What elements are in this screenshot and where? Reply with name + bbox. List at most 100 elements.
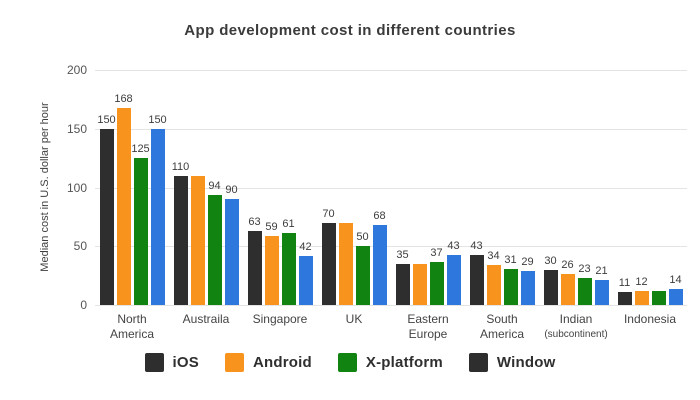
gridline <box>95 246 687 248</box>
value-label: 26 <box>561 259 574 272</box>
value-label: 29 <box>521 255 534 268</box>
bar-ios-south-america: 43 <box>469 240 484 305</box>
x-axis-label-north-america: North America <box>109 312 155 341</box>
bar-window-austraila: 90 <box>224 184 239 305</box>
legend-swatch-window <box>468 353 488 372</box>
bar-x-platform-austraila: 94 <box>207 180 222 305</box>
value-label: 50 <box>356 231 369 244</box>
gridline <box>95 305 687 306</box>
legend-item-ios: iOS <box>144 353 199 372</box>
value-label: 43 <box>447 239 460 252</box>
bar-group-south-america: 43 34 31 29 South America <box>465 70 539 341</box>
legend-label-android: Android <box>253 354 312 371</box>
legend-swatch-android <box>225 353 244 372</box>
value-label: 150 <box>148 113 167 126</box>
bar-x-platform-singapore: 61 <box>281 218 296 305</box>
value-label: 14 <box>669 273 682 286</box>
bar-window-north-america: 150 <box>148 114 167 305</box>
value-label: 68 <box>373 210 386 223</box>
x-axis-label-indian-subcontinent: Indian (subcontinent) <box>544 312 608 340</box>
value-label: 168 <box>114 92 133 105</box>
y-tick-label: 50 <box>73 239 87 254</box>
value-label: 150 <box>97 113 116 126</box>
legend-swatch-x-platform <box>337 353 357 372</box>
chart-title: App development cost in different countr… <box>184 22 516 39</box>
bar-ios-north-america: 150 <box>97 114 116 305</box>
bar-ios-uk: 70 <box>321 208 336 305</box>
bar-group-indonesia: 11 12 14 Indonesia <box>613 70 687 326</box>
value-label: 42 <box>299 240 312 253</box>
bar-x-platform-uk: 50 <box>355 231 370 305</box>
bar-group-singapore: 63 59 61 42 Singapore <box>243 70 317 326</box>
bar-group-indian-subcontinent: 30 26 23 21 Indian (subcontinent) <box>539 70 613 340</box>
bar-android-uk <box>338 222 353 305</box>
bar-android-indian-subcontinent: 26 <box>560 259 575 305</box>
x-axis-label-eastern-europe: Eastern Europe <box>407 312 449 341</box>
gridline <box>95 70 687 71</box>
bar-window-uk: 68 <box>372 210 387 305</box>
value-label: 110 <box>171 160 190 173</box>
bar-window-eastern-europe: 43 <box>446 240 461 305</box>
bar-x-platform-eastern-europe: 37 <box>429 247 444 305</box>
legend-label-window: Window <box>496 354 556 371</box>
bar-x-platform-indian-subcontinent: 23 <box>577 263 592 305</box>
bar-group-north-america: 150 168 125 150 North America <box>95 70 169 341</box>
gridline <box>95 128 687 130</box>
value-label: 23 <box>578 263 591 275</box>
bar-window-indonesia: 14 <box>668 274 683 305</box>
x-axis-label-uk: UK <box>345 312 363 326</box>
value-label: 11 <box>618 277 631 290</box>
y-axis: 0 50 100 150 200 <box>0 63 87 312</box>
x-axis-label-singapore: Singapore <box>252 312 308 326</box>
bar-x-platform-indonesia <box>651 290 666 305</box>
x-axis-label-south-america: South America <box>479 312 525 341</box>
value-label: 12 <box>635 275 648 288</box>
bar-window-singapore: 42 <box>298 241 313 305</box>
value-label: 70 <box>322 207 335 220</box>
legend-item-window: Window <box>468 353 556 372</box>
bar-android-indonesia: 12 <box>634 276 649 305</box>
bar-x-platform-south-america: 31 <box>503 254 518 305</box>
value-label: 63 <box>248 216 261 228</box>
y-tick-label: 200 <box>66 63 87 77</box>
bar-group-austraila: 110 94 90 Austraila <box>169 70 243 326</box>
bar-ios-singapore: 63 <box>247 216 262 305</box>
value-label: 21 <box>595 265 608 278</box>
value-label: 37 <box>430 246 443 259</box>
bar-ios-eastern-europe: 35 <box>395 249 410 305</box>
bar-android-singapore: 59 <box>264 221 279 305</box>
y-tick-label: 100 <box>66 180 87 195</box>
bar-ios-indian-subcontinent: 30 <box>543 255 558 305</box>
legend-swatch-ios <box>144 353 164 372</box>
value-label: 59 <box>265 220 278 233</box>
legend-item-x-platform: X-platform <box>337 353 443 372</box>
plot-area: 150 168 125 150 North America 110 94 90 Austraila… <box>95 70 687 341</box>
legend-label-ios: iOS <box>172 354 199 371</box>
y-tick-label: 0 <box>80 298 87 312</box>
value-label: 125 <box>131 143 150 156</box>
value-label: 35 <box>396 248 409 261</box>
legend-label-x-platform: X-platform <box>365 354 443 371</box>
bar-android-eastern-europe <box>412 263 427 305</box>
bar-group-uk: 70 50 68 UK <box>317 70 391 326</box>
x-axis-label-indonesia: Indonesia <box>623 312 677 326</box>
value-label: 94 <box>208 179 221 192</box>
bar-x-platform-north-america: 125 <box>131 143 150 305</box>
bar-window-indian-subcontinent: 21 <box>594 265 609 305</box>
bar-android-austraila <box>190 175 205 305</box>
value-label: 43 <box>470 239 483 252</box>
bar-android-north-america: 168 <box>114 93 133 305</box>
y-tick-label: 150 <box>66 121 87 136</box>
bar-android-south-america: 34 <box>486 250 501 305</box>
bar-group-eastern-europe: 35 37 43 Eastern Europe <box>391 70 465 341</box>
legend: iOS Android X-platform Window <box>0 353 700 372</box>
bar-ios-austraila: 110 <box>172 161 189 305</box>
bar-ios-indonesia: 11 <box>617 277 632 305</box>
value-label: 30 <box>544 254 557 267</box>
bar-window-south-america: 29 <box>520 256 535 305</box>
gridline <box>95 187 687 189</box>
legend-item-android: Android <box>225 353 312 372</box>
x-axis-label-austraila: Austraila <box>182 312 230 326</box>
bar-groups: 150 168 125 150 North America 110 94 90 Austraila… <box>95 70 687 341</box>
